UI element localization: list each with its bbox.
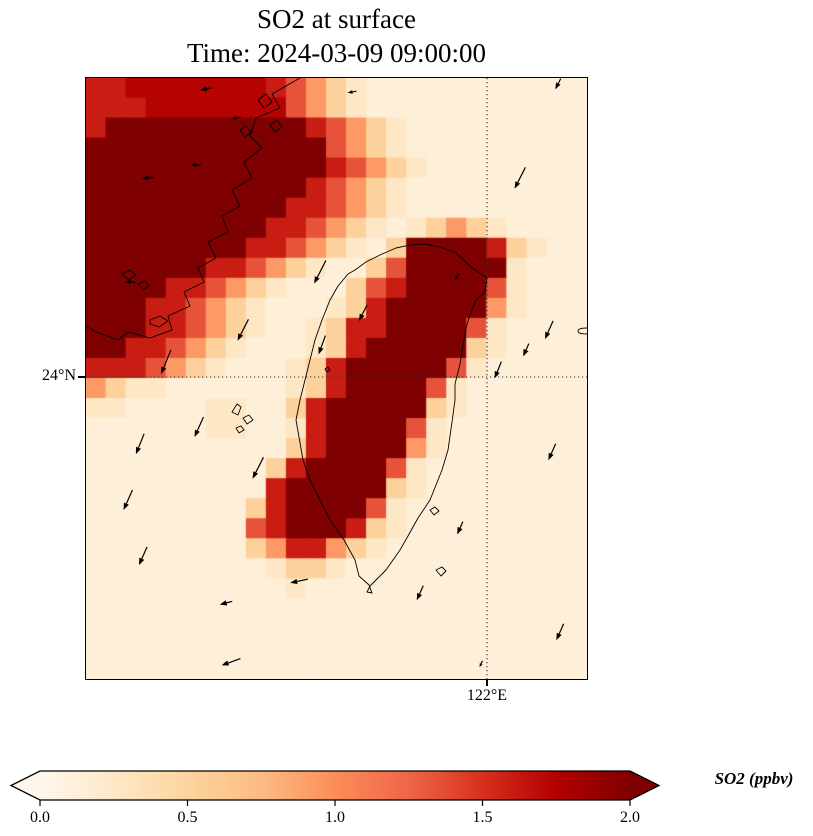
wind-arrow-shaft [226,600,233,604]
coastline-island [137,280,150,291]
wind-arrow-head [219,600,228,606]
colorbar-tick-label: 0.5 [177,809,198,826]
colorbar-tick-label: 1.5 [472,809,493,826]
map-overlay [86,78,587,679]
wind-arrow-head [314,276,320,284]
coastline-island [577,327,587,335]
wind-arrow-shaft [196,416,205,431]
wind-arrow-shaft [320,335,326,349]
coastline-island [121,269,137,281]
wind-arrow-shaft [206,87,213,90]
lat-tick-mark [78,376,86,378]
coastline-island [239,125,252,138]
wind-arrow-shaft [557,78,562,84]
wind-arrow-shaft [240,319,249,335]
wind-arrow-head [556,632,562,641]
wind-arrow-shaft [163,349,172,368]
wind-arrow-shaft [419,585,424,595]
wind-arrow-head [479,663,483,668]
wind-arrow-head [347,90,353,94]
wind-arrow-head [252,471,259,479]
wind-arrow-head [138,557,145,566]
wind-arrow-shaft [550,443,557,455]
wind-arrow-shaft [296,578,308,583]
wind-arrow-shaft [141,546,148,559]
wind-arrow-head [200,86,208,92]
colorbar-tick-label: 0.0 [30,809,50,826]
chart-subtitle-time: Time: 2024-03-09 09:00:00 [186,38,487,68]
colorbar-label: SO2 (ppbv) [714,769,794,788]
wind-arrow-shaft [227,658,241,664]
coastline-island [435,566,447,577]
wind-arrow-shaft [558,623,565,635]
colorbar-tick-label: 2.0 [620,809,640,826]
coastline-island [429,506,440,516]
wind-arrow-head [455,275,459,281]
lon-tick-mark [486,679,488,686]
coastline-island [242,414,254,425]
wind-arrow-shaft [547,320,554,333]
wind-arrow-head [548,452,554,461]
colorbar: 0.0 0.5 1.0 1.5 2.0 [0,765,680,833]
wind-arrow-head [161,366,167,375]
map-axes [85,77,588,680]
colorbar-bar [9,770,661,801]
wind-arrow-head [290,578,298,585]
colorbar-tick-label: 1.0 [325,809,345,826]
wind-arrow-shaft [361,304,368,316]
coastline-island [269,119,283,133]
wind-arrow-head [457,526,463,535]
so2-heatmap [86,78,587,679]
coastline-taiwan [295,243,488,594]
wind-arrow-head [135,446,141,455]
wind-arrow-shaft [137,433,145,448]
coastline-island [257,93,273,109]
wind-arrow-head [125,279,131,285]
wind-arrow-head [237,333,244,341]
coastline-island [324,366,331,373]
wind-arrow-head [514,181,521,189]
wind-arrow-head [142,175,149,181]
wind-arrow-shaft [496,361,502,373]
colorbar-ticks [39,800,631,806]
wind-arrow-shaft [525,343,530,351]
wind-arrow-head [416,592,423,601]
coastline-island [235,425,245,434]
wind-arrow-head [358,313,365,322]
wind-arrow-shaft [255,457,264,473]
chart-title: SO2 at surface [257,4,416,34]
lat-tick-label: 24°N [42,367,76,384]
wind-arrow-head [544,331,551,340]
wind-arrow-shaft [316,260,327,278]
wind-arrow-head [221,660,230,666]
wind-arrow-shaft [352,90,357,93]
wind-arrow-shaft [480,660,483,664]
wind-arrow-head [494,370,500,379]
wind-arrow-shaft [456,273,460,277]
lon-tick-label: 122°E [466,687,508,704]
wind-arrow-head [191,162,197,168]
colorbar-gradient [9,770,661,806]
wind-arrow-head [318,346,324,355]
wind-arrow-shaft [125,489,134,504]
wind-arrow-shaft [517,167,526,183]
wind-arrow-head [523,348,529,357]
coastline-island [149,315,169,328]
wind-arrow-shaft [236,116,242,119]
wind-arrow-head [555,82,561,90]
coastline-island [231,403,242,416]
wind-arrow-head [123,502,129,511]
coastline-mainland [86,78,301,341]
wind-arrow-shaft [459,521,464,529]
wind-arrow-head [231,115,237,121]
wind-arrow-head [194,429,200,438]
